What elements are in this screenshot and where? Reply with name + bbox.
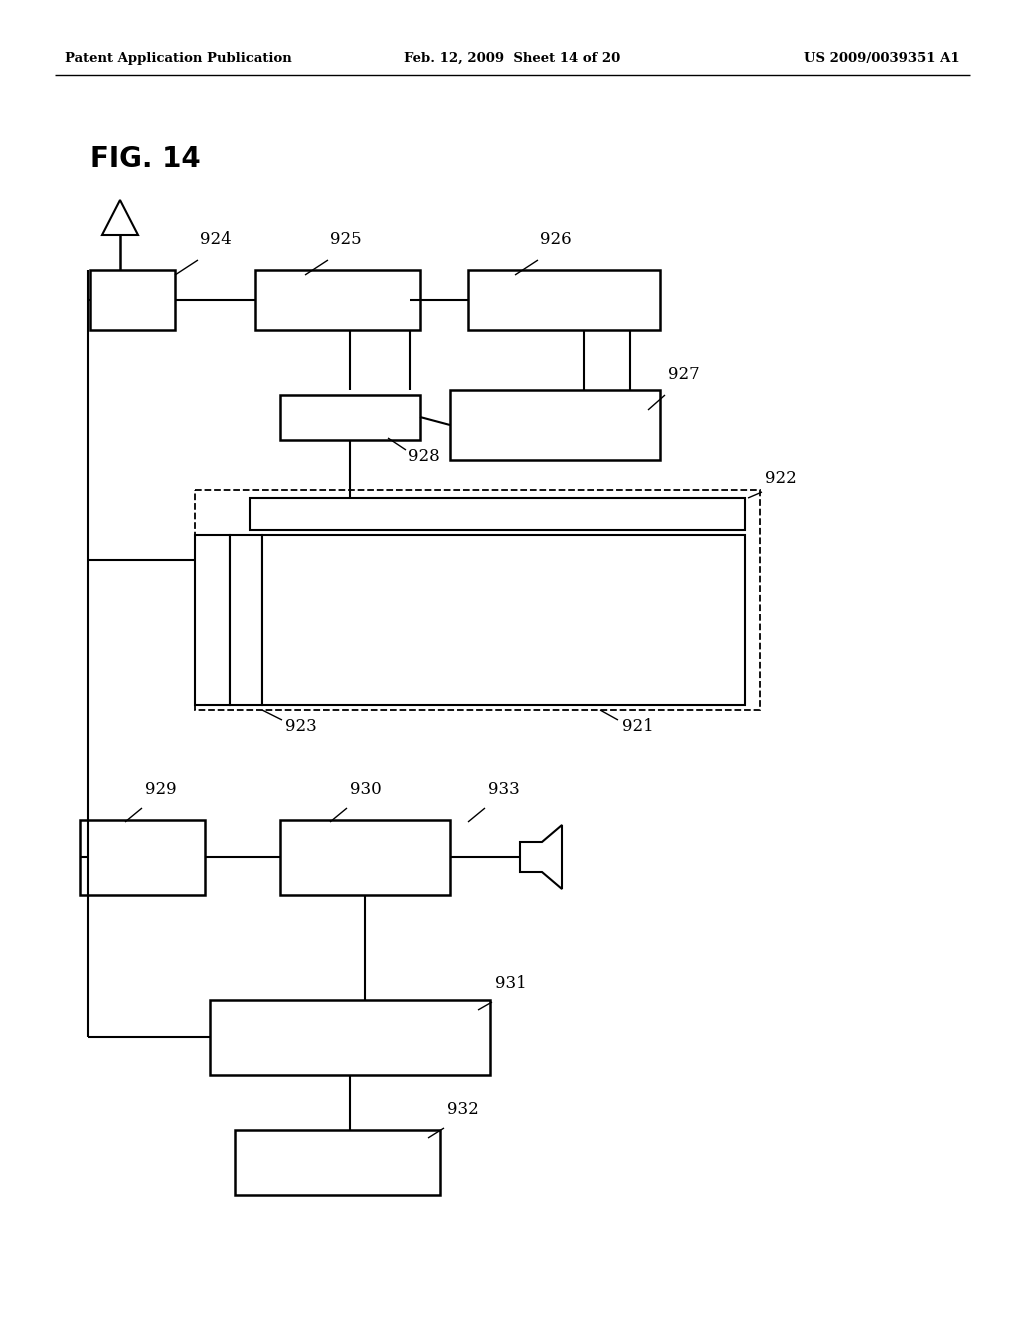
Text: 923: 923 (285, 718, 316, 735)
Text: 929: 929 (145, 781, 176, 799)
Text: 926: 926 (540, 231, 571, 248)
Bar (450, 389, 660, 459)
Bar (195, 490, 760, 710)
Bar (230, 535, 262, 705)
Bar (80, 820, 205, 895)
Text: 927: 927 (668, 366, 699, 383)
Bar (234, 1130, 440, 1195)
Text: 932: 932 (447, 1101, 479, 1118)
Text: 924: 924 (200, 231, 231, 248)
Polygon shape (520, 825, 562, 888)
Text: 922: 922 (765, 470, 797, 487)
Bar (255, 271, 420, 330)
Text: 931: 931 (495, 975, 526, 993)
Bar (280, 395, 420, 440)
Text: 928: 928 (408, 447, 439, 465)
Bar (468, 271, 660, 330)
Text: 933: 933 (488, 781, 520, 799)
Bar (280, 820, 450, 895)
Text: 925: 925 (330, 231, 361, 248)
Text: 921: 921 (622, 718, 653, 735)
Bar (210, 1001, 490, 1074)
Text: US 2009/0039351 A1: US 2009/0039351 A1 (805, 51, 961, 65)
Text: Feb. 12, 2009  Sheet 14 of 20: Feb. 12, 2009 Sheet 14 of 20 (403, 51, 621, 65)
Bar (195, 535, 230, 705)
Bar (250, 498, 745, 531)
Bar (262, 535, 745, 705)
Text: 930: 930 (350, 781, 382, 799)
Text: Patent Application Publication: Patent Application Publication (65, 51, 292, 65)
Text: FIG. 14: FIG. 14 (90, 145, 201, 173)
Bar (90, 271, 175, 330)
